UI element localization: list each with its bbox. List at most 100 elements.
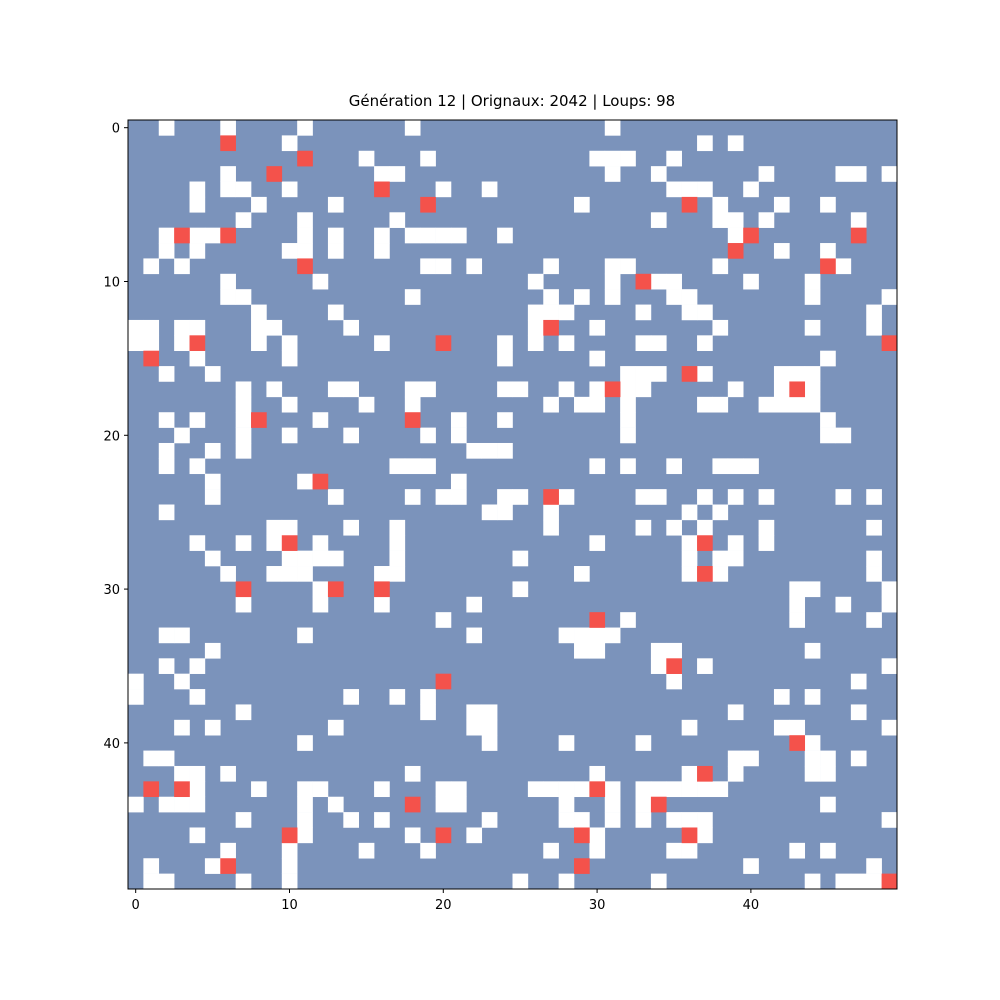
empty-cell — [743, 181, 759, 198]
empty-cell — [666, 273, 682, 290]
empty-cell — [804, 319, 821, 336]
x-tick-label: 40 — [743, 898, 760, 913]
empty-cell — [697, 812, 713, 828]
empty-cell — [158, 442, 175, 459]
empty-cell — [820, 412, 836, 428]
empty-cell — [312, 550, 329, 567]
empty-cell — [435, 612, 452, 628]
empty-cell — [727, 765, 744, 782]
empty-cell — [635, 735, 652, 751]
empty-cell — [804, 581, 821, 598]
empty-cell — [681, 842, 698, 859]
empty-cell — [650, 489, 667, 505]
empty-cell — [128, 689, 144, 705]
empty-cell — [220, 765, 236, 782]
empty-cell — [574, 196, 590, 213]
empty-cell — [374, 227, 390, 244]
empty-cell — [281, 350, 298, 367]
empty-cell — [589, 381, 606, 398]
empty-cell — [604, 166, 621, 182]
empty-cell — [128, 796, 144, 813]
empty-cell — [620, 458, 636, 475]
empty-cell — [174, 258, 190, 275]
empty-cell — [174, 765, 190, 782]
empty-cell — [435, 258, 452, 275]
empty-cell — [327, 304, 344, 321]
empty-cell — [727, 550, 744, 567]
empty-cell — [189, 658, 206, 674]
empty-cell — [158, 750, 175, 767]
empty-cell — [435, 489, 452, 505]
empty-cell — [620, 396, 636, 413]
empty-cell — [235, 412, 252, 428]
empty-cell — [497, 381, 513, 398]
empty-cell — [189, 412, 206, 428]
empty-cell — [235, 181, 252, 198]
empty-cell — [404, 289, 421, 305]
empty-cell — [712, 396, 729, 413]
empty-cell — [220, 289, 236, 305]
empty-cell — [712, 781, 729, 798]
empty-cell — [481, 504, 498, 521]
empty-cell — [143, 750, 160, 767]
empty-cell — [389, 458, 406, 475]
empty-cell — [143, 319, 160, 336]
empty-cell — [158, 504, 175, 521]
empty-cell — [727, 704, 744, 721]
empty-cell — [589, 765, 606, 782]
empty-cell — [312, 781, 329, 798]
empty-cell — [666, 842, 682, 859]
empty-cell — [420, 227, 436, 244]
empty-cell — [543, 842, 559, 859]
empty-cell — [266, 381, 283, 398]
empty-cell — [204, 227, 221, 244]
empty-cell — [312, 273, 329, 290]
empty-cell — [174, 796, 190, 813]
empty-cell — [789, 581, 806, 598]
empty-cell — [158, 412, 175, 428]
empty-cell — [297, 243, 313, 259]
empty-cell — [420, 427, 436, 444]
empty-cell — [543, 396, 559, 413]
empty-cell — [866, 858, 882, 874]
empty-cell — [512, 581, 529, 598]
empty-cell — [327, 550, 344, 567]
empty-cell — [374, 812, 390, 828]
wolf-cell — [850, 227, 867, 244]
empty-cell — [512, 381, 529, 398]
empty-cell — [866, 873, 882, 890]
empty-cell — [620, 381, 636, 398]
empty-cell — [650, 873, 667, 890]
empty-cell — [758, 519, 775, 536]
empty-cell — [758, 535, 775, 551]
empty-cell — [204, 550, 221, 567]
empty-cell — [404, 827, 421, 844]
empty-cell — [712, 458, 729, 475]
empty-cell — [220, 166, 236, 182]
empty-cell — [235, 596, 252, 613]
empty-cell — [820, 842, 836, 859]
wolf-cell — [266, 166, 283, 182]
empty-cell — [389, 519, 406, 536]
empty-cell — [281, 519, 298, 536]
empty-cell — [773, 366, 790, 382]
empty-cell — [604, 258, 621, 275]
wolf-cell — [281, 535, 298, 551]
empty-cell — [620, 366, 636, 382]
empty-cell — [204, 442, 221, 459]
empty-cell — [374, 781, 390, 798]
empty-cell — [189, 689, 206, 705]
empty-cell — [681, 181, 698, 198]
empty-cell — [635, 335, 652, 351]
empty-cell — [773, 689, 790, 705]
empty-cell — [312, 581, 329, 598]
empty-cell — [420, 704, 436, 721]
empty-cell — [650, 642, 667, 659]
empty-cell — [558, 735, 575, 751]
empty-cell — [527, 319, 544, 336]
wolf-cell — [297, 150, 313, 167]
empty-cell — [374, 166, 390, 182]
empty-cell — [650, 781, 667, 798]
empty-cell — [466, 442, 483, 459]
empty-cell — [543, 504, 559, 521]
